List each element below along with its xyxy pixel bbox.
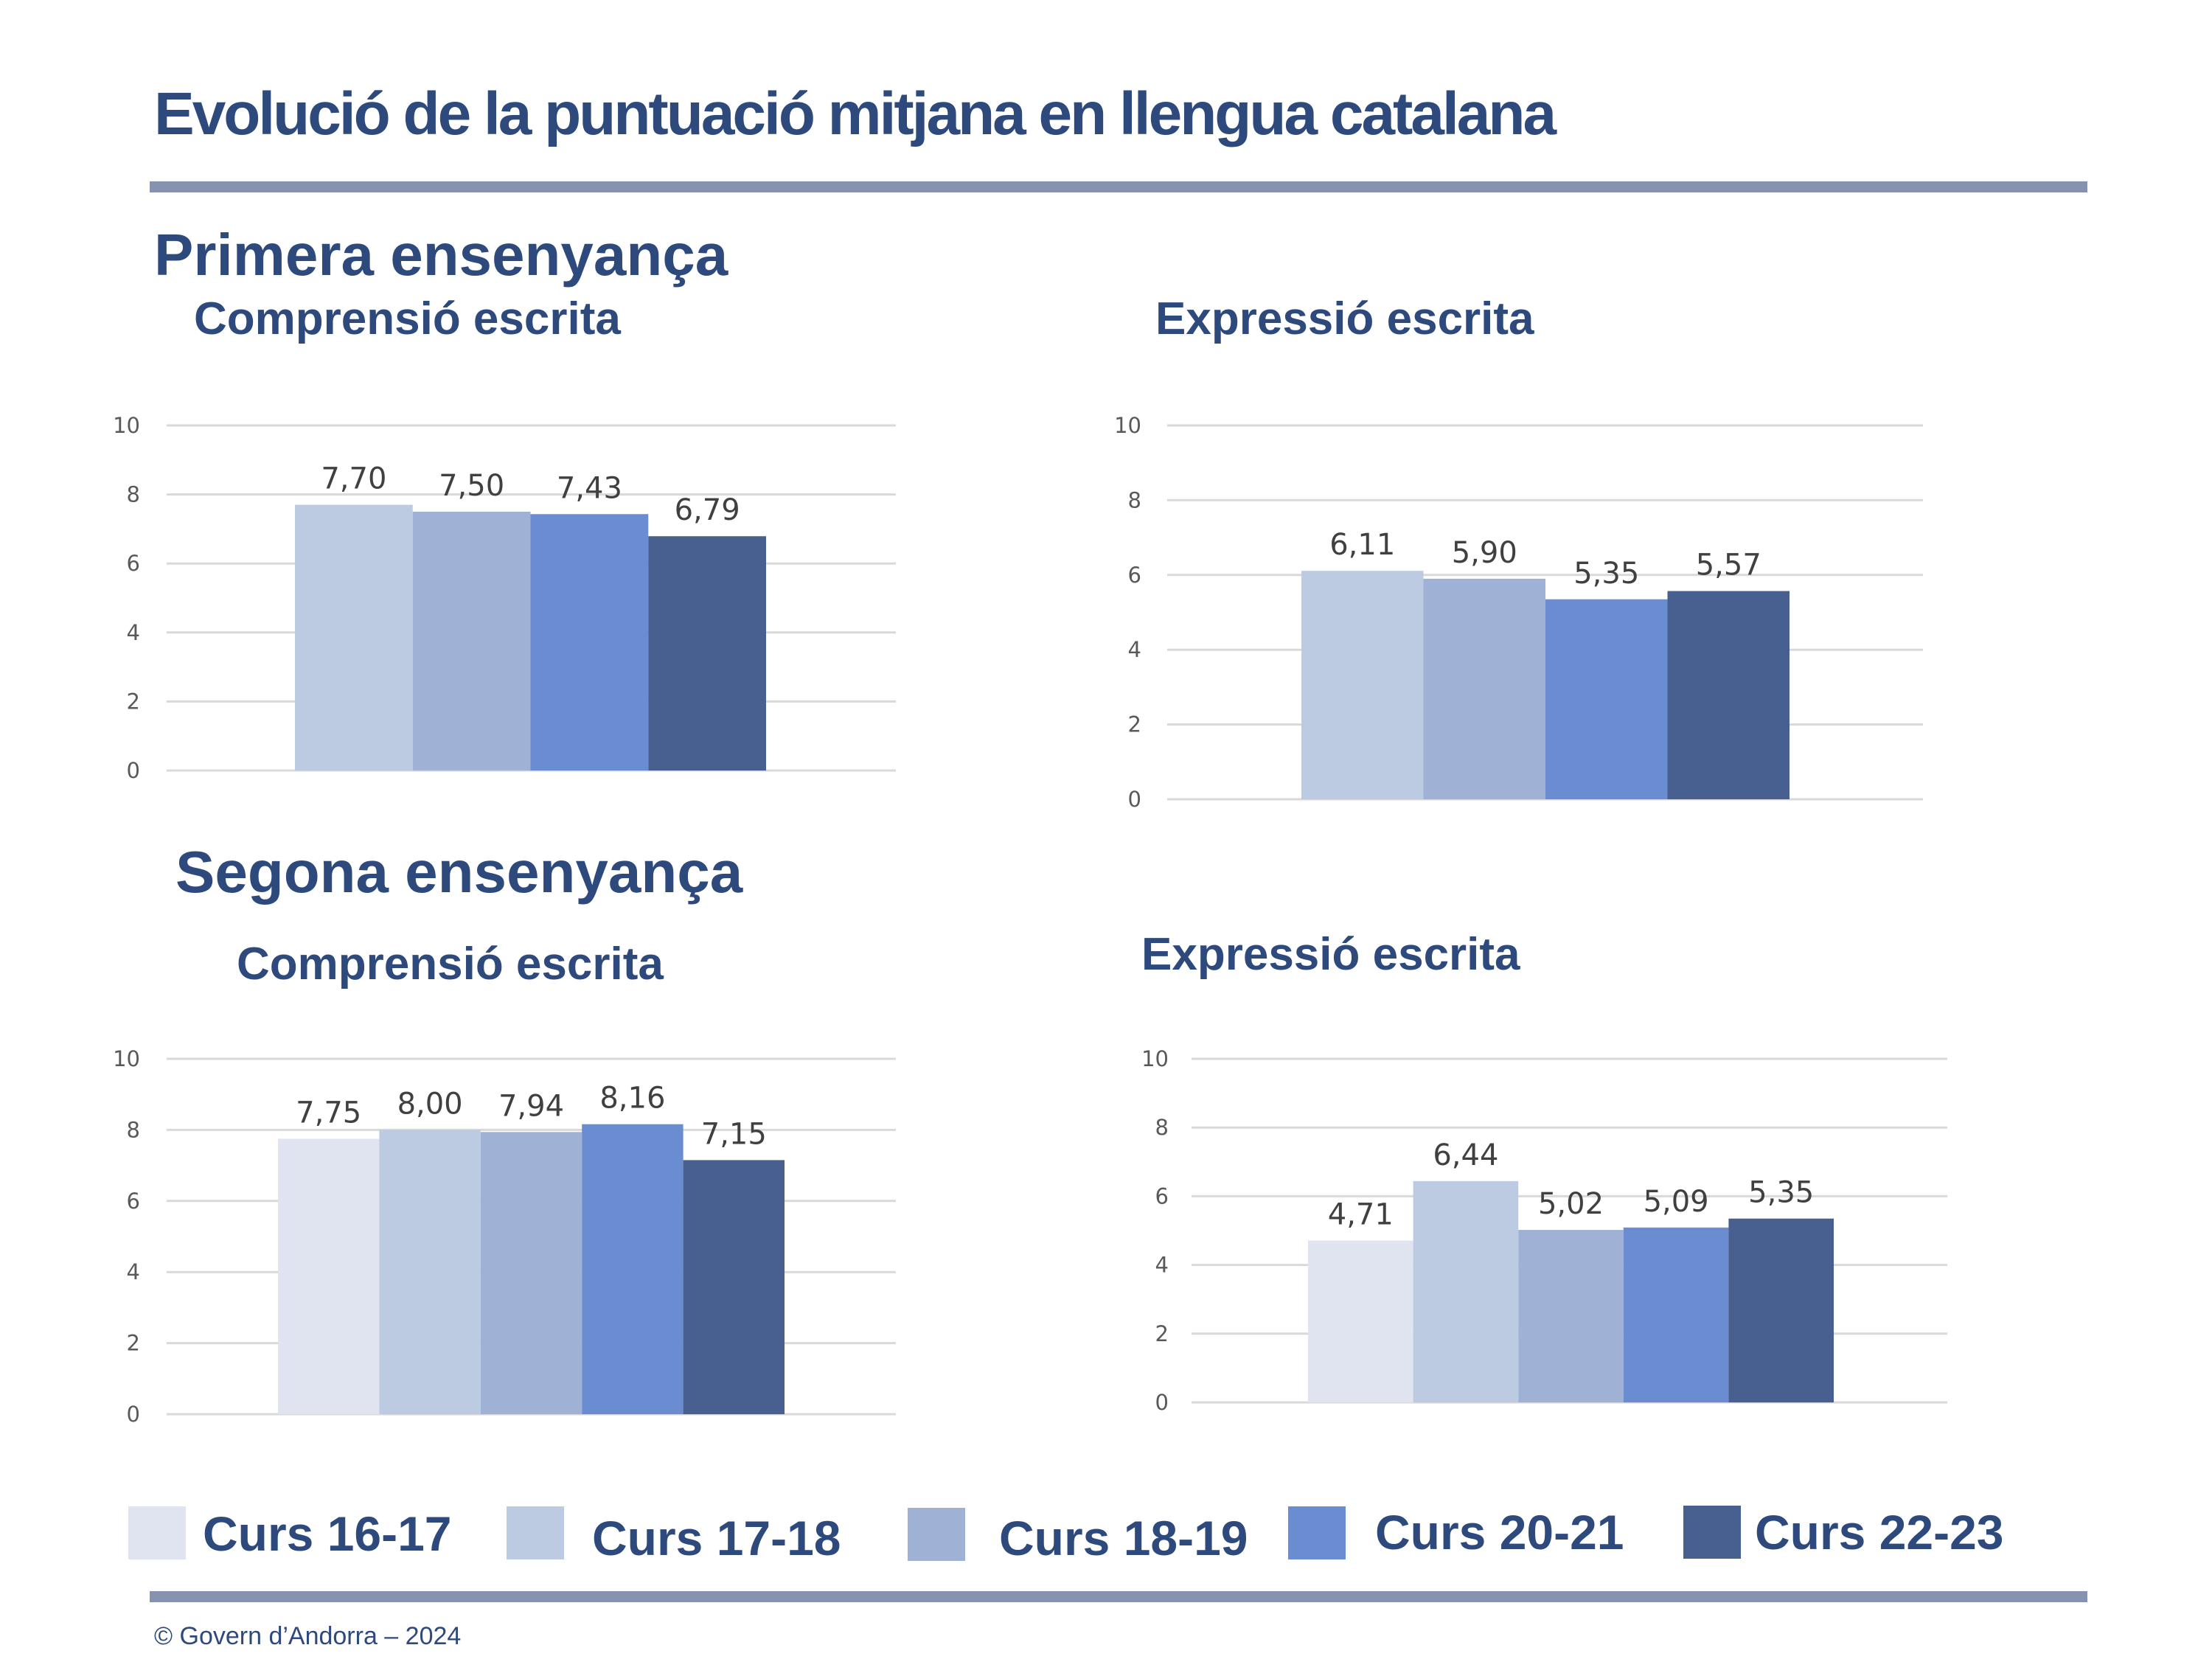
bar	[1667, 591, 1790, 799]
data-label: 7,50	[439, 469, 504, 503]
y-tick-label: 10	[1141, 1046, 1169, 1071]
legend-label-20-21: Curs 20-21	[1375, 1505, 1624, 1559]
y-tick-label: 4	[127, 620, 140, 645]
bar	[278, 1138, 380, 1414]
data-label: 4,71	[1328, 1198, 1394, 1232]
legend-swatch-20-21	[1288, 1506, 1346, 1559]
chart-segona-expressio: 0 2 4 6 8 10 4,71 6,44 5,02 5,09 5,35	[1141, 1046, 1947, 1415]
y-tick-label: 2	[127, 1331, 140, 1356]
chart-title-primera-comprensio: Comprensió escrita	[194, 293, 621, 344]
data-label: 5,57	[1696, 549, 1761, 582]
data-label: 7,70	[321, 462, 386, 496]
copyright: © Govern d’Andorra – 2024	[154, 1622, 462, 1650]
bar	[1518, 1230, 1624, 1402]
y-tick-label: 10	[113, 413, 140, 438]
chart-primera-expressio: 0 2 4 6 8 10 6,11 5,90 5,35 5,57	[1114, 413, 1923, 812]
bar	[582, 1124, 684, 1414]
y-tick-label: 2	[1128, 712, 1141, 737]
data-label: 5,90	[1452, 536, 1517, 570]
bar	[683, 1160, 785, 1414]
y-tick-label: 4	[1128, 637, 1141, 662]
bar	[412, 512, 531, 771]
bar	[648, 536, 766, 771]
legend-swatch-22-23	[1683, 1506, 1741, 1559]
data-label: 6,44	[1433, 1138, 1498, 1172]
y-tick-label: 6	[127, 551, 140, 576]
y-tick-label: 4	[127, 1259, 140, 1284]
bar	[1623, 1227, 1729, 1402]
header-divider	[150, 181, 2087, 192]
section-title-segona: Segona ensenyança	[175, 839, 743, 905]
y-tick-label: 6	[127, 1189, 140, 1214]
data-label: 7,75	[296, 1096, 361, 1130]
data-label: 7,43	[557, 471, 622, 505]
data-label: 8,16	[599, 1082, 665, 1116]
legend-swatch-17-18	[507, 1506, 564, 1559]
chart-title-segona-comprensio: Comprensió escrita	[237, 939, 664, 990]
legend-swatch-18-19	[908, 1508, 965, 1561]
legend-swatch-16-17	[128, 1506, 186, 1559]
y-tick-label: 10	[1114, 413, 1141, 438]
data-label: 7,94	[498, 1089, 564, 1123]
page-title: Evolució de la puntuació mitjana en llen…	[154, 80, 1557, 147]
chart-title-primera-expressio: Expressió escrita	[1155, 293, 1534, 344]
data-label: 5,09	[1644, 1185, 1709, 1219]
bar	[530, 514, 649, 771]
y-tick-label: 0	[127, 1402, 140, 1427]
y-tick-label: 4	[1155, 1253, 1169, 1278]
y-tick-label: 6	[1128, 563, 1141, 588]
bar	[1423, 578, 1545, 799]
bar	[295, 504, 413, 771]
legend-label-16-17: Curs 16-17	[203, 1506, 452, 1561]
y-tick-label: 2	[1155, 1321, 1169, 1346]
legend-label-18-19: Curs 18-19	[999, 1511, 1248, 1565]
bar	[480, 1132, 582, 1414]
y-tick-label: 10	[113, 1046, 140, 1071]
y-tick-label: 8	[127, 482, 140, 507]
y-tick-label: 8	[1128, 487, 1141, 512]
y-tick-label: 0	[1155, 1390, 1169, 1415]
section-title-primera: Primera ensenyança	[154, 222, 728, 288]
footer-divider	[150, 1591, 2087, 1602]
data-label: 5,35	[1573, 557, 1639, 591]
chart-title-segona-expressio: Expressió escrita	[1141, 929, 1520, 980]
bar	[1308, 1240, 1413, 1402]
bar	[1413, 1180, 1519, 1402]
y-tick-label: 8	[1155, 1115, 1169, 1140]
data-label: 7,15	[701, 1117, 767, 1151]
data-label: 5,02	[1538, 1187, 1604, 1221]
bar	[1301, 571, 1424, 799]
bar	[1545, 599, 1668, 799]
data-label: 6,79	[675, 493, 740, 527]
bar	[379, 1130, 481, 1414]
chart-primera-comprensio: 0 2 4 6 8 10 7,70 7,50 7,43 6,79	[113, 413, 896, 783]
y-tick-label: 0	[127, 758, 140, 783]
y-tick-label: 0	[1128, 787, 1141, 812]
data-label: 6,11	[1329, 528, 1395, 562]
chart-segona-comprensio: 0 2 4 6 8 10 7,75 8,00 7,94 8,16 7,15	[113, 1046, 896, 1427]
data-label: 8,00	[397, 1087, 463, 1121]
data-label: 5,35	[1748, 1176, 1814, 1210]
y-tick-label: 2	[127, 689, 140, 714]
y-tick-label: 6	[1155, 1183, 1169, 1208]
bar	[1728, 1218, 1834, 1402]
legend-label-17-18: Curs 17-18	[592, 1511, 841, 1565]
y-tick-label: 8	[127, 1117, 140, 1142]
legend-label-22-23: Curs 22-23	[1755, 1505, 2004, 1559]
